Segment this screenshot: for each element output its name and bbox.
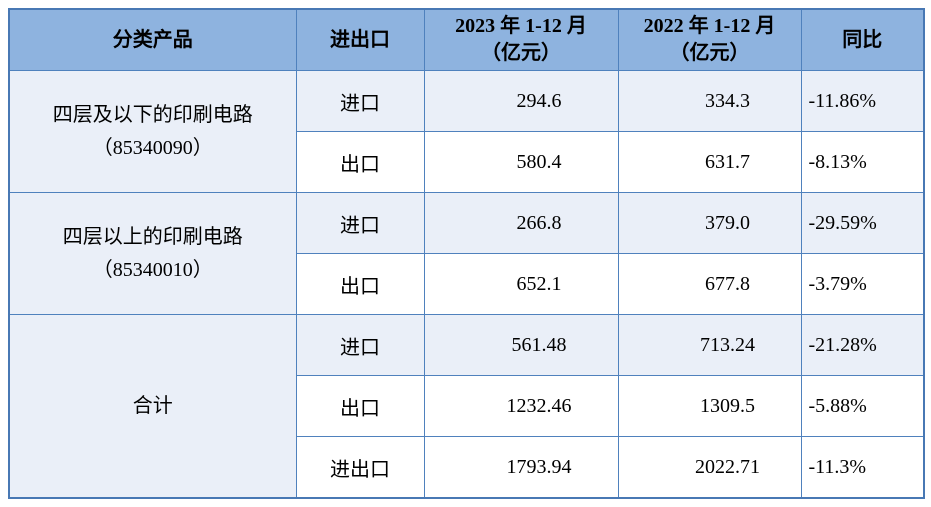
direction-cell: 出口 [295, 375, 425, 437]
category-hs-code: （85340010） [92, 258, 213, 281]
value-2022-cell: 1309.5 [617, 375, 802, 437]
category-name: 合计 [132, 394, 173, 417]
value-2023-cell: 294.6 [423, 70, 619, 132]
direction-cell: 进口 [295, 314, 425, 376]
header-2022-line2: （亿元） [669, 42, 750, 64]
value-2023-cell: 561.48 [423, 314, 619, 376]
yoy-cell: -21.28% [800, 314, 925, 376]
value-2022-cell: 2022.71 [617, 436, 802, 499]
value-2022-cell: 677.8 [617, 253, 802, 315]
yoy-cell: -11.86% [800, 70, 925, 132]
yoy-cell: -3.79% [800, 253, 925, 315]
header-2023-line2: （亿元） [481, 42, 561, 64]
yoy-cell: -11.3% [800, 436, 925, 499]
pcb-import-export-table: 分类产品 进出口 2023 年 1-12 月 （亿元） 2022 年 1-12 … [8, 8, 925, 499]
header-yoy: 同比 [800, 8, 925, 71]
category-name: 四层及以下的印刷电路 [52, 103, 253, 126]
value-2022-cell: 713.24 [617, 314, 802, 376]
header-category: 分类产品 [8, 8, 297, 71]
header-direction: 进出口 [295, 8, 425, 71]
value-2022-cell: 379.0 [617, 192, 802, 254]
yoy-cell: -5.88% [800, 375, 925, 437]
direction-cell: 出口 [295, 131, 425, 193]
value-2023-cell: 266.8 [423, 192, 619, 254]
header-2023: 2023 年 1-12 月 （亿元） [423, 8, 619, 71]
direction-cell: 进出口 [295, 436, 425, 499]
category-cell-group1: 四层及以下的印刷电路 （85340090） [8, 70, 297, 193]
table-row: 出口 580.4 631.7 -8.13% [9, 131, 925, 193]
header-row: 分类产品 进出口 2023 年 1-12 月 （亿元） 2022 年 1-12 … [8, 8, 925, 71]
yoy-cell: -29.59% [800, 192, 925, 254]
table-row: 出口 652.1 677.8 -3.79% [9, 253, 925, 315]
value-2023-cell: 1793.94 [423, 436, 619, 499]
value-2023-cell: 580.4 [423, 131, 619, 193]
table-row: 四层及以下的印刷电路 （85340090） 进口 294.6 334.3 -11… [8, 70, 925, 193]
header-2022: 2022 年 1-12 月 （亿元） [617, 8, 802, 71]
direction-cell: 进口 [295, 70, 425, 132]
value-2022-cell: 334.3 [617, 70, 802, 132]
yoy-cell: -8.13% [800, 131, 925, 193]
table-row: 进出口 1793.94 2022.71 -11.3% [9, 436, 925, 499]
header-2023-line1: 2023 年 1-12 月 [455, 15, 587, 37]
header-2022-line1: 2022 年 1-12 月 [643, 15, 776, 37]
category-cell-group2: 四层以上的印刷电路 （85340010） [8, 192, 297, 315]
category-name: 四层以上的印刷电路 [62, 225, 243, 248]
table-row: 出口 1232.46 1309.5 -5.88% [9, 375, 925, 437]
direction-cell: 进口 [295, 192, 425, 254]
value-2023-cell: 652.1 [423, 253, 619, 315]
value-2022-cell: 631.7 [617, 131, 802, 193]
category-hs-code: （85340090） [92, 136, 213, 159]
category-cell-total: 合计 [8, 314, 297, 499]
value-2023-cell: 1232.46 [423, 375, 619, 437]
table-row: 合计 进口 561.48 713.24 -21.28% [8, 314, 925, 499]
direction-cell: 出口 [295, 253, 425, 315]
trade-table-container: 分类产品 进出口 2023 年 1-12 月 （亿元） 2022 年 1-12 … [8, 8, 925, 499]
table-row: 四层以上的印刷电路 （85340010） 进口 266.8 379.0 -29.… [8, 192, 925, 315]
